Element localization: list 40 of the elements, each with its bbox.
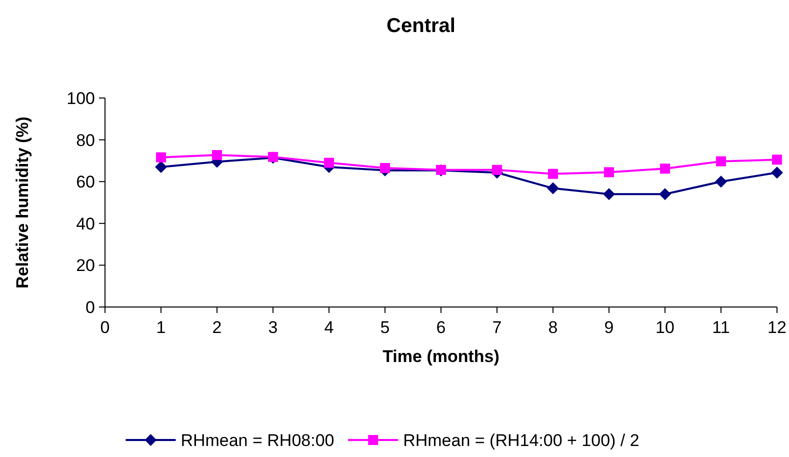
x-tick-label: 9 [604,318,614,337]
point [548,168,558,179]
y-tick-label: 0 [86,298,95,317]
y-tick-label: 100 [66,88,95,108]
point [771,166,783,179]
y-tick-label: 20 [76,256,95,276]
x-tick-label: 3 [268,318,278,337]
y-tick-label: 60 [76,172,95,192]
legend-label: RHmean = RH08:00 [180,430,334,450]
point [156,152,166,162]
x-tick-label: 2 [212,318,222,337]
x-tick-label: 11 [712,318,730,337]
point [604,167,614,178]
point [380,163,390,174]
y-axis-title: Relative humidity (%) [13,116,32,288]
x-tick-label: 12 [768,318,786,337]
point [155,160,167,173]
x-tick-label: 1 [156,318,166,337]
point [716,156,726,166]
point [547,182,559,194]
x-tick-label: 0 [100,318,110,337]
x-tick-label: 7 [492,318,502,337]
point [772,154,782,165]
point [324,158,334,168]
y-tick-label: 40 [76,214,95,234]
legend-label: RHmean = (RH14:00 + 100) / 2 [403,430,640,450]
x-axis-title: Time (months) [382,347,500,366]
x-tick-label: 10 [656,318,674,337]
point [660,164,670,174]
point [715,176,727,188]
x-tick-label: 4 [324,318,334,337]
point [659,188,671,200]
point [212,150,222,160]
x-tick-label: 6 [436,318,446,337]
x-tick-label: 8 [548,318,558,337]
x-tick-label: 5 [380,318,390,337]
chart-title: Central [386,15,456,37]
y-tick-label: 80 [76,130,95,150]
point [603,188,615,200]
point [492,164,502,175]
